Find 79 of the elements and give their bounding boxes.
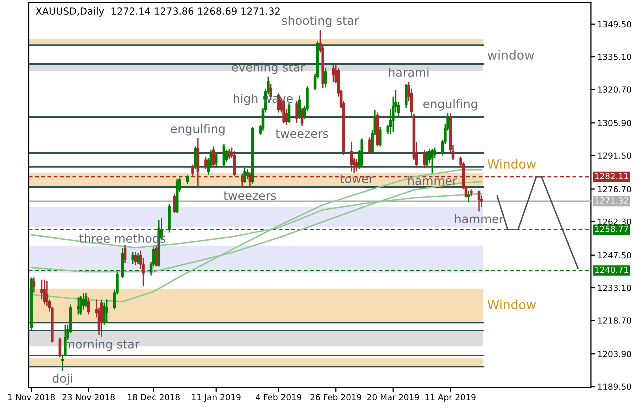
candlestick <box>431 148 434 174</box>
band-label: window <box>488 50 534 60</box>
candlestick <box>246 168 250 180</box>
candlestick <box>80 296 82 316</box>
candlestick <box>132 251 134 266</box>
candlestick <box>194 146 197 170</box>
candlestick <box>222 144 226 168</box>
y-tick-label: 1262.30 <box>598 218 632 226</box>
candlestick <box>298 95 302 120</box>
annotation: engulfing <box>424 99 478 111</box>
chart-title: XAUUSD,Daily 1272.14 1273.86 1268.69 1271.32 <box>36 7 280 17</box>
candlestick <box>134 251 138 266</box>
candlestick <box>288 103 291 124</box>
candlestick <box>478 190 481 212</box>
candlestick <box>426 150 429 168</box>
annotation: tweezers <box>224 192 276 200</box>
candlestick <box>155 246 158 268</box>
x-tick-label: 18 Dec 2018 <box>128 394 180 401</box>
y-tick-label: 1233.10 <box>598 284 632 292</box>
annotation: doji <box>52 374 72 386</box>
y-tick-label: 1305.90 <box>598 120 632 126</box>
candlestick <box>214 152 218 169</box>
annotation: tower <box>340 175 374 184</box>
candlestick <box>423 149 426 169</box>
y-tick-label: 1189.50 <box>598 384 632 390</box>
candlestick <box>480 195 484 208</box>
x-tick-label: 20 Mar 2019 <box>368 394 420 401</box>
annotation: hammer <box>408 176 458 186</box>
band-label: Window <box>488 159 536 169</box>
candlestick <box>106 299 108 324</box>
band-label: Window <box>488 300 536 310</box>
x-tick-label: 26 Feb 2019 <box>310 394 362 401</box>
y-tick-label: 1291.50 <box>598 152 632 160</box>
x-tick-label: 23 Nov 2018 <box>62 394 115 401</box>
candlestick <box>378 126 382 148</box>
y-tick-label: 1203.90 <box>598 351 632 358</box>
candlestick <box>350 141 354 172</box>
candlestick <box>186 174 190 185</box>
candlestick <box>296 100 298 124</box>
candlestick <box>103 302 106 326</box>
candlestick <box>58 337 62 358</box>
candlestick <box>300 108 304 127</box>
candlestick <box>136 252 140 266</box>
candlestick <box>228 148 231 160</box>
candlestick <box>32 277 36 294</box>
candlestick <box>324 68 328 88</box>
candlestick <box>204 156 208 170</box>
candlestick <box>43 279 46 306</box>
y-tick-label: 1218.70 <box>598 318 632 324</box>
candlestick <box>244 168 246 184</box>
candlestick <box>405 84 408 109</box>
candlestick <box>87 297 90 316</box>
candlestick <box>40 279 44 300</box>
ref-line-label: 1258.77 <box>595 226 628 232</box>
candlestick <box>225 149 228 164</box>
y-tick-label: 1320.70 <box>598 86 632 93</box>
candlestick <box>84 292 88 308</box>
x-tick-label: 1 Nov 2018 <box>8 394 56 401</box>
annotation: harami <box>389 68 429 78</box>
candlestick <box>124 244 127 264</box>
annotation: evening star <box>232 62 306 74</box>
candlestick <box>332 64 335 83</box>
x-tick-label: 11 Apr 2019 <box>426 394 476 402</box>
y-tick-label: 1335.10 <box>598 54 632 60</box>
ref-line-label: 1271.32 <box>595 198 628 204</box>
annotation: hammer <box>455 214 504 224</box>
annotation: tweezers <box>276 130 328 138</box>
ref-line-label: 1282.11 <box>595 173 628 180</box>
y-tick-label: 1247.50 <box>598 252 632 259</box>
ref-line-label: 1240.71 <box>595 266 628 274</box>
annotation: shooting star <box>282 16 360 28</box>
y-tick-label: 1276.70 <box>598 186 632 193</box>
candlestick <box>100 299 104 338</box>
candlestick <box>173 194 176 214</box>
x-tick-label: 4 Feb 2019 <box>256 394 302 401</box>
annotation: engulfing <box>171 124 225 136</box>
candlestick <box>212 146 216 168</box>
x-tick-label: 11 Jan 2019 <box>192 394 241 402</box>
y-tick-label: 1349.50 <box>598 21 632 28</box>
